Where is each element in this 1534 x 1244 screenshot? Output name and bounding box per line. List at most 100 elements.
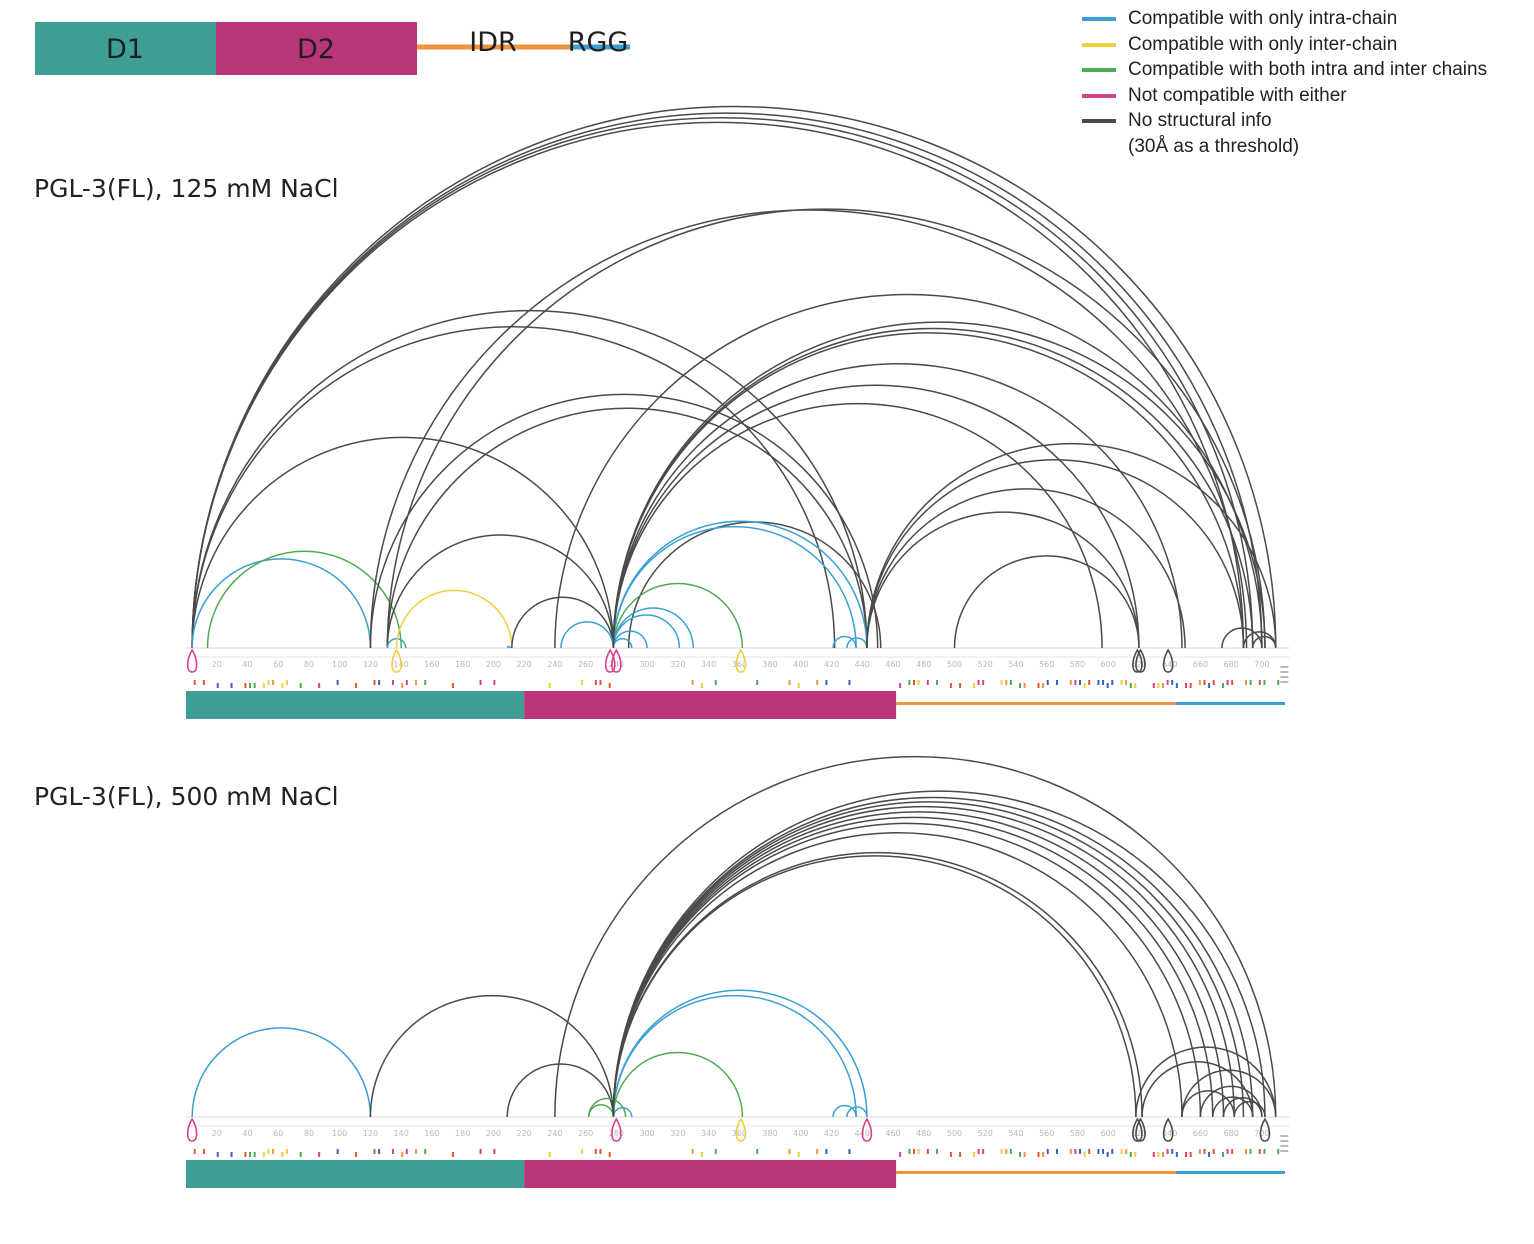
feature-tick xyxy=(285,1149,288,1154)
feature-tick xyxy=(816,1149,819,1154)
loop-link-marker xyxy=(1162,1117,1174,1142)
legend-label: Not compatible with either xyxy=(1128,84,1347,106)
loop-link-marker xyxy=(611,1117,622,1142)
feature-tick xyxy=(1263,680,1266,685)
crosslink-arc xyxy=(612,1051,744,1118)
feature-tick xyxy=(479,680,482,685)
axis-tick-label: 340 xyxy=(701,660,716,669)
crosslink-arc xyxy=(191,326,836,649)
crosslink-arc xyxy=(506,645,512,649)
crosslink-arc xyxy=(612,582,744,649)
feature-tick xyxy=(1129,683,1132,688)
crosslink-arc xyxy=(613,807,1234,1117)
feature-tick xyxy=(1277,1149,1280,1154)
feature-tick xyxy=(788,680,791,685)
feature-tick xyxy=(581,1149,584,1154)
feature-tick xyxy=(1111,680,1114,685)
axis-tick-label: 40 xyxy=(242,660,252,669)
feature-tick xyxy=(1046,1149,1049,1154)
crosslink-arc xyxy=(191,1027,372,1118)
feature-tick xyxy=(1019,683,1022,688)
crosslink-arc xyxy=(613,853,1142,1117)
axis-tick-label: 460 xyxy=(885,1129,900,1138)
axis-tick-label: 380 xyxy=(762,660,777,669)
feature-tick xyxy=(1161,1152,1164,1157)
feature-tick xyxy=(281,1152,284,1157)
feature-tick xyxy=(1134,683,1137,688)
crosslink-arc xyxy=(1181,1090,1235,1118)
feature-tick xyxy=(493,1149,496,1154)
feature-tick xyxy=(401,683,404,688)
feature-tick xyxy=(982,680,985,685)
crosslink-arc xyxy=(1221,627,1263,649)
domain-bar-idr xyxy=(896,702,1176,705)
legend-swatch-notcomp xyxy=(1082,93,1116,98)
feature-tick xyxy=(249,1152,252,1157)
feature-tick xyxy=(848,1149,851,1154)
feature-tick xyxy=(1000,1149,1003,1154)
axis-tick-label: 360 xyxy=(732,660,747,669)
crosslink-arc xyxy=(612,362,1183,649)
loop-link-marker xyxy=(186,1117,198,1142)
feature-tick xyxy=(202,680,205,685)
axis-tick-label: 640 xyxy=(1162,660,1177,669)
feature-tick xyxy=(1111,1149,1114,1154)
feature-tick xyxy=(599,680,602,685)
crosslink-arc xyxy=(953,555,1140,649)
axis-tick-label: 360 xyxy=(732,1129,747,1138)
domain-bar-d2 xyxy=(524,691,897,719)
feature-tick xyxy=(1097,1149,1100,1154)
axis-tick-label: 140 xyxy=(394,1129,409,1138)
feature-tick xyxy=(373,680,376,685)
legend-swatch-intra xyxy=(1082,17,1116,21)
feature-tick xyxy=(230,1152,233,1157)
feature-tick xyxy=(202,1149,205,1154)
feature-tick xyxy=(1185,1152,1188,1157)
legend-label: Compatible with only intra-chain xyxy=(1128,8,1398,29)
axis-tick-label: 300 xyxy=(639,660,654,669)
feature-tick xyxy=(1249,680,1252,685)
feature-tick xyxy=(913,1149,916,1154)
axis-tick-label: 260 xyxy=(578,660,593,669)
feature-tick xyxy=(285,680,288,685)
loop-link-marker xyxy=(186,648,198,673)
feature-tick xyxy=(193,1149,196,1154)
crosslink-arc xyxy=(612,796,1254,1118)
feature-tick xyxy=(1097,680,1100,685)
schematic-idr-label: IDR xyxy=(469,27,517,58)
feature-tick xyxy=(959,683,962,688)
crosslink-arc xyxy=(1222,1097,1263,1118)
axis-tick-label: 60 xyxy=(273,1129,283,1138)
domain-bar-d1 xyxy=(186,1160,525,1188)
crosslink-arc xyxy=(1233,1100,1266,1118)
legend-item-intra: Compatible with only intra-chain xyxy=(1082,6,1487,32)
feature-tick xyxy=(391,1149,394,1154)
crosslink-arc xyxy=(612,994,857,1118)
feature-tick xyxy=(1134,1152,1137,1157)
feature-tick xyxy=(1231,680,1234,685)
feature-tick xyxy=(797,683,800,688)
feature-tick xyxy=(1152,1152,1155,1157)
feature-tick xyxy=(1203,680,1206,685)
axis-tick-label: 80 xyxy=(304,660,314,669)
feature-tick xyxy=(336,680,339,685)
feature-tick xyxy=(1078,680,1081,685)
feature-tick xyxy=(977,1149,980,1154)
loop-link-marker xyxy=(1135,648,1146,673)
crosslink-arc xyxy=(1135,1047,1277,1118)
feature-tick xyxy=(1000,680,1003,685)
feature-tick xyxy=(1258,680,1261,685)
feature-tick xyxy=(972,683,975,688)
feature-tick xyxy=(355,1152,358,1157)
axis-tick-label: 600 xyxy=(1101,660,1116,669)
feature-tick xyxy=(982,1149,985,1154)
crosslink-arc xyxy=(1181,1069,1277,1118)
axis-tick-label: 240 xyxy=(547,1129,562,1138)
crosslink-arc xyxy=(191,558,372,649)
axis-tick-label: 620 xyxy=(1131,1129,1146,1138)
feature-tick xyxy=(424,1149,427,1154)
axis-tick-label: 40 xyxy=(242,1129,252,1138)
axis-tick-label: 100 xyxy=(332,660,347,669)
feature-tick xyxy=(230,683,233,688)
feature-tick xyxy=(1157,683,1160,688)
